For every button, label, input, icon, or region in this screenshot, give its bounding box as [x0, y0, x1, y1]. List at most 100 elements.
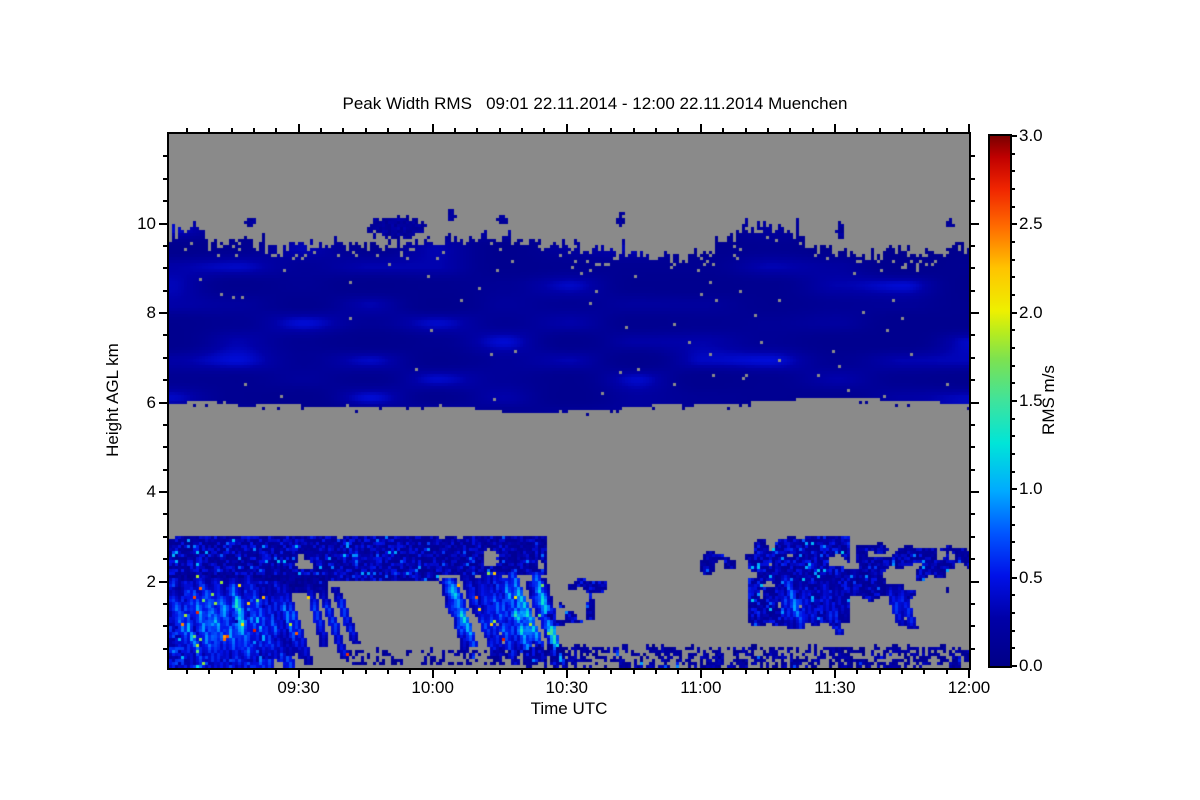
- y-major-tick: [971, 401, 979, 404]
- y-minor-tick: [971, 379, 975, 382]
- x-minor-tick: [789, 128, 792, 132]
- x-minor-tick: [811, 670, 814, 674]
- x-minor-tick: [230, 670, 233, 674]
- x-minor-tick: [185, 128, 188, 132]
- colorbar-minor-tick: [1012, 523, 1015, 526]
- x-minor-tick: [588, 128, 591, 132]
- x-tick-label: 12:00: [947, 678, 991, 697]
- x-minor-tick: [230, 128, 233, 132]
- y-minor-tick: [971, 625, 975, 628]
- colorbar-tick-label: 2.0: [1019, 302, 1043, 322]
- colorbar-minor-tick: [1012, 276, 1015, 279]
- y-minor-tick: [163, 289, 167, 292]
- x-minor-tick: [319, 670, 322, 674]
- x-minor-tick: [543, 670, 546, 674]
- y-minor-tick: [163, 267, 167, 270]
- y-tick-label: 10: [137, 213, 156, 233]
- colorbar-major-tick: [1012, 223, 1017, 226]
- x-minor-tick: [409, 670, 412, 674]
- y-tick-label: 6: [146, 392, 156, 412]
- x-minor-tick: [655, 128, 658, 132]
- x-minor-tick: [610, 128, 613, 132]
- colorbar-tick-label: 1.5: [1019, 391, 1043, 410]
- y-major-tick: [971, 312, 979, 314]
- x-major-tick: [565, 670, 568, 678]
- x-minor-tick: [386, 670, 389, 674]
- x-major-tick: [297, 670, 300, 678]
- y-minor-tick: [971, 558, 975, 561]
- y-minor-tick: [163, 558, 167, 561]
- colorbar-minor-tick: [1012, 364, 1015, 367]
- colorbar-major-tick: [1012, 665, 1017, 667]
- x-minor-tick: [722, 670, 725, 674]
- colorbar-minor-tick: [1012, 417, 1015, 420]
- y-minor-tick: [163, 379, 167, 382]
- x-minor-tick: [900, 670, 903, 674]
- colorbar-minor-tick: [1012, 294, 1015, 296]
- colorbar-major-tick: [1012, 400, 1017, 402]
- y-minor-tick: [971, 334, 975, 337]
- colorbar-minor-tick: [1012, 453, 1015, 455]
- x-minor-tick: [386, 128, 389, 132]
- x-tick-label: 09:30: [277, 678, 320, 697]
- x-minor-tick: [744, 670, 747, 674]
- x-minor-tick: [521, 670, 524, 674]
- x-major-tick: [833, 124, 836, 132]
- x-minor-tick: [856, 670, 859, 674]
- y-minor-tick: [163, 513, 167, 516]
- y-minor-tick: [163, 200, 167, 203]
- x-minor-tick: [342, 670, 345, 674]
- x-minor-tick: [409, 128, 412, 132]
- y-minor-tick: [163, 468, 167, 471]
- x-minor-tick: [766, 670, 769, 674]
- y-minor-tick: [971, 647, 975, 650]
- y-minor-tick: [163, 155, 167, 158]
- x-minor-tick: [878, 128, 881, 132]
- x-minor-tick: [811, 128, 814, 132]
- y-minor-tick: [971, 177, 975, 180]
- y-tick-label: 2: [146, 571, 156, 591]
- x-minor-tick: [454, 670, 457, 674]
- x-major-tick: [833, 670, 836, 678]
- colorbar-tick-label: 2.5: [1019, 214, 1043, 234]
- y-major-tick: [159, 312, 167, 314]
- y-minor-tick: [163, 602, 167, 605]
- y-minor-tick: [971, 155, 975, 158]
- x-minor-tick: [588, 670, 591, 674]
- chart-title: Peak Width RMS 09:01 22.11.2014 - 12:00 …: [342, 94, 848, 113]
- colorbar-minor-tick: [1012, 647, 1015, 650]
- x-tick-label: 11:30: [814, 678, 856, 697]
- x-major-tick: [431, 670, 434, 678]
- colorbar-minor-tick: [1012, 188, 1015, 190]
- colorbar-minor-tick: [1012, 241, 1015, 243]
- x-major-tick: [297, 124, 300, 132]
- x-minor-tick: [655, 670, 658, 674]
- colorbar-minor-tick: [1012, 506, 1015, 508]
- x-minor-tick: [878, 670, 881, 674]
- colorbar-minor-tick: [1012, 205, 1015, 208]
- x-minor-tick: [342, 128, 345, 132]
- y-minor-tick: [163, 356, 167, 359]
- y-minor-tick: [971, 267, 975, 270]
- colorbar-minor-tick: [1012, 258, 1015, 261]
- x-major-tick: [699, 124, 702, 132]
- heatmap-canvas: [169, 134, 969, 668]
- colorbar-gradient: [990, 136, 1010, 666]
- y-major-tick: [159, 222, 167, 225]
- x-tick-label: 11:00: [680, 678, 722, 697]
- y-minor-tick: [163, 423, 167, 426]
- y-tick-label: 8: [146, 303, 156, 322]
- x-minor-tick: [610, 670, 613, 674]
- y-minor-tick: [163, 177, 167, 180]
- x-minor-tick: [364, 128, 367, 132]
- x-minor-tick: [498, 128, 501, 132]
- colorbar-major-tick: [1012, 488, 1017, 491]
- y-minor-tick: [163, 334, 167, 337]
- colorbar-minor-tick: [1012, 347, 1015, 349]
- y-minor-tick: [971, 513, 975, 516]
- y-minor-tick: [971, 200, 975, 203]
- x-minor-tick: [677, 128, 680, 132]
- x-minor-tick: [319, 128, 322, 132]
- x-minor-tick: [185, 670, 188, 674]
